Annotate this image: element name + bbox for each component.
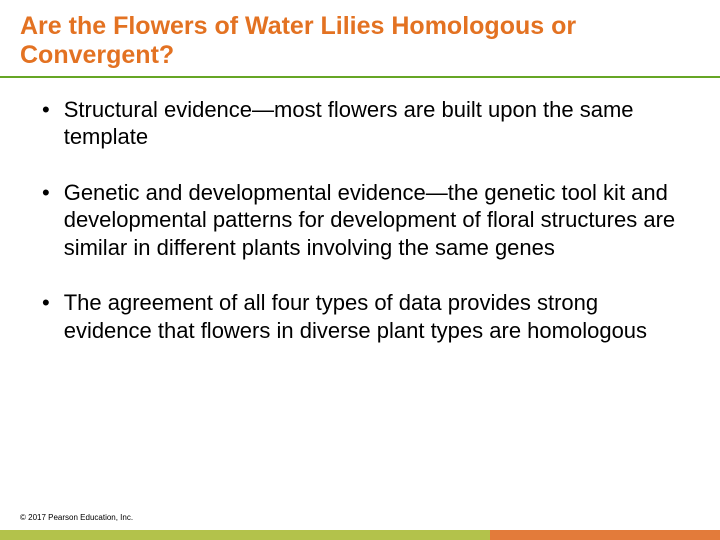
bullet-text: Genetic and developmental evidence—the g… [64, 179, 690, 262]
bullet-text: The agreement of all four types of data … [64, 289, 690, 344]
bullet-marker: • [42, 289, 50, 344]
bullet-marker: • [42, 179, 50, 262]
copyright-text: © 2017 Pearson Education, Inc. [20, 513, 133, 522]
bullet-item: • Structural evidence—most flowers are b… [42, 96, 690, 151]
slide-container: Are the Flowers of Water Lilies Homologo… [0, 0, 720, 540]
bullet-item: • The agreement of all four types of dat… [42, 289, 690, 344]
bottom-bar-orange [490, 530, 720, 540]
bullet-marker: • [42, 96, 50, 151]
content-area: • Structural evidence—most flowers are b… [0, 96, 720, 345]
bullet-item: • Genetic and developmental evidence—the… [42, 179, 690, 262]
bullet-text: Structural evidence—most flowers are bui… [64, 96, 690, 151]
slide-title: Are the Flowers of Water Lilies Homologo… [0, 0, 720, 78]
bottom-bar-green [0, 530, 490, 540]
bottom-accent-bar [0, 530, 720, 540]
